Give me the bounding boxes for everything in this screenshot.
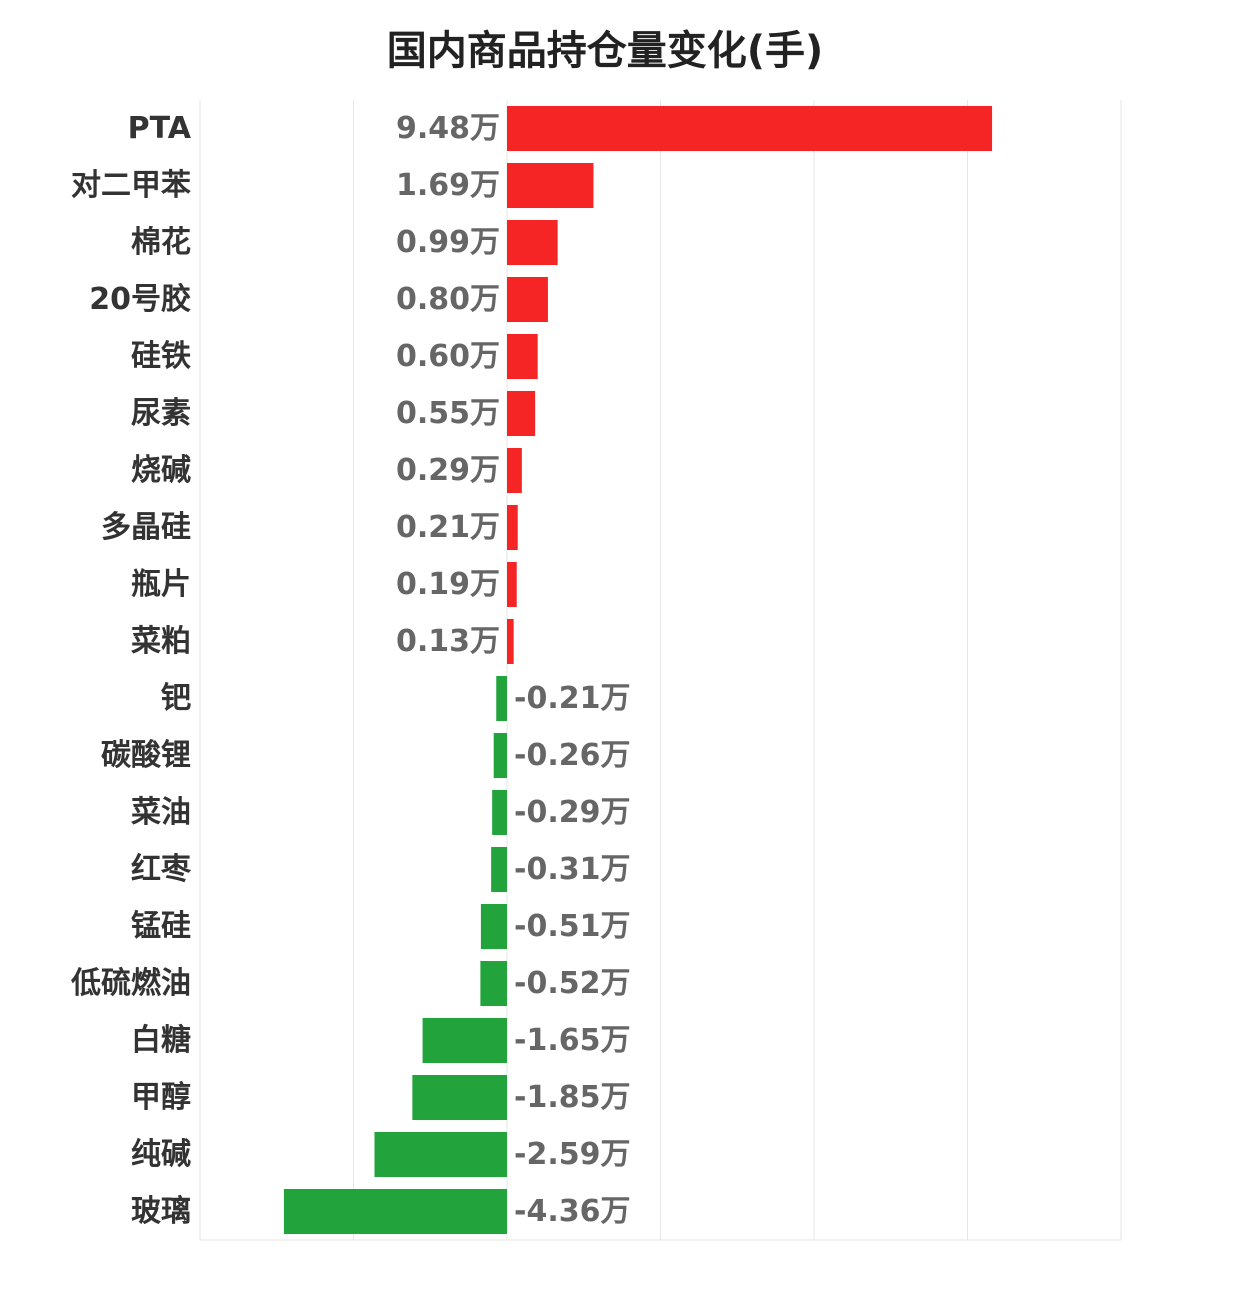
bars [283, 105, 993, 1235]
category-label: 甲醇 [131, 1080, 191, 1115]
value-label: -1.65万 [514, 1023, 630, 1058]
bar [412, 1074, 507, 1121]
bar [374, 1131, 507, 1178]
value-label: -0.26万 [514, 738, 630, 773]
value-label: -2.59万 [514, 1137, 630, 1172]
value-label: 0.60万 [396, 339, 500, 374]
value-label: -0.51万 [514, 909, 630, 944]
category-label: 钯 [161, 681, 191, 716]
bar [480, 903, 507, 950]
value-label: 1.69万 [396, 168, 500, 203]
category-label: 红枣 [131, 852, 192, 887]
category-label: 20号胶 [89, 282, 191, 317]
value-label: 0.99万 [396, 225, 500, 260]
value-label: -4.36万 [514, 1194, 630, 1229]
category-label: 尿素 [131, 396, 191, 431]
bar [422, 1017, 507, 1064]
category-label: PTA [128, 111, 192, 146]
category-label: 多晶硅 [101, 510, 191, 545]
category-label: 菜粕 [131, 624, 191, 659]
value-label: -1.85万 [514, 1080, 630, 1115]
category-label: 烧碱 [131, 453, 191, 488]
category-label: 对二甲苯 [71, 168, 191, 203]
category-label: 棉花 [131, 225, 191, 260]
category-label: 玻璃 [131, 1194, 191, 1229]
bar [507, 618, 514, 665]
value-label: -0.29万 [514, 795, 630, 830]
category-label: 碳酸锂 [101, 738, 191, 773]
bar [507, 333, 538, 380]
category-label: 硅铁 [131, 339, 191, 374]
value-label: -0.31万 [514, 852, 630, 887]
chart-title: 国内商品持仓量变化(手) [386, 28, 824, 74]
bar [507, 561, 517, 608]
bar [507, 504, 518, 551]
category-label: 白糖 [131, 1023, 191, 1058]
value-label: -0.21万 [514, 681, 630, 716]
bar [507, 105, 993, 152]
bar [480, 960, 507, 1007]
bar [507, 447, 522, 494]
bar [491, 846, 507, 893]
bar [507, 162, 594, 209]
value-label: 9.48万 [396, 111, 500, 146]
value-label: 0.55万 [396, 396, 500, 431]
category-label: 菜油 [131, 795, 191, 830]
category-label: 瓶片 [131, 567, 191, 602]
value-label: 0.21万 [396, 510, 500, 545]
value-label: 0.19万 [396, 567, 500, 602]
bar [507, 276, 548, 323]
value-label: 0.80万 [396, 282, 500, 317]
value-label: 0.29万 [396, 453, 500, 488]
bar [496, 675, 507, 722]
bar [493, 732, 507, 779]
value-label: -0.52万 [514, 966, 630, 1001]
bar [507, 390, 536, 437]
bar [492, 789, 507, 836]
category-label: 低硫燃油 [70, 966, 191, 1001]
gridlines [199, 100, 1122, 1241]
bar [283, 1188, 507, 1235]
category-label: 纯碱 [131, 1137, 191, 1172]
value-label: 0.13万 [396, 624, 500, 659]
bar [507, 219, 558, 266]
category-label: 锰硅 [131, 909, 191, 944]
